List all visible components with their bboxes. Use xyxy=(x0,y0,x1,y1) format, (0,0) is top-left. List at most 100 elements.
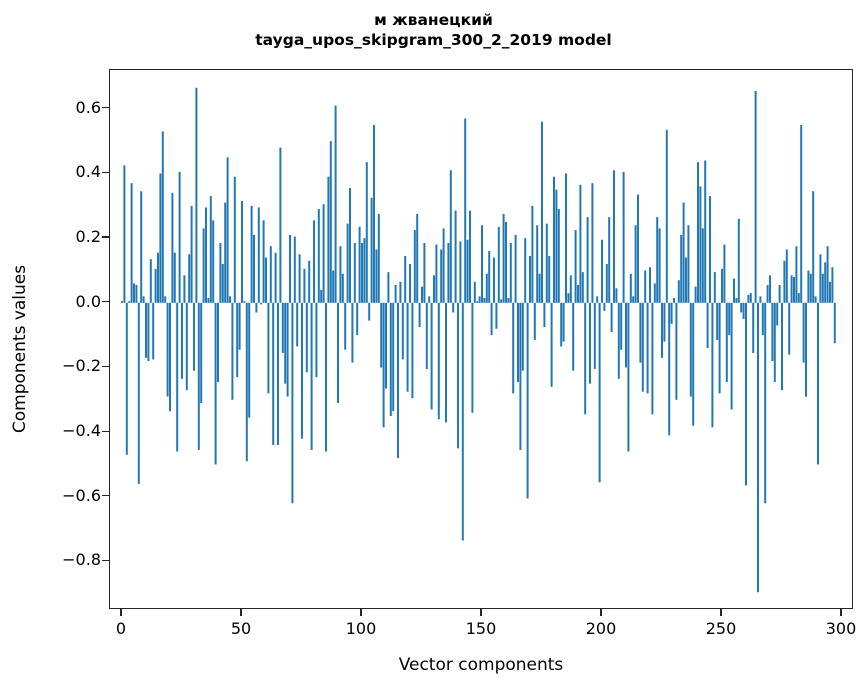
bar xyxy=(181,302,183,379)
bar xyxy=(697,162,699,303)
y-tick-mark xyxy=(102,559,109,562)
y-tick-mark xyxy=(102,495,109,497)
bar xyxy=(658,228,661,303)
x-tick-label: 100 xyxy=(345,619,377,638)
bar xyxy=(824,262,827,303)
bar xyxy=(795,246,798,303)
bar xyxy=(442,228,445,303)
bar xyxy=(452,302,455,313)
bar xyxy=(639,302,642,363)
bar xyxy=(430,302,433,410)
bar xyxy=(416,213,419,303)
bar xyxy=(646,302,649,394)
bar xyxy=(677,280,680,303)
chart-title-line-1: м жванецкий xyxy=(374,11,493,29)
bar xyxy=(473,281,476,303)
bar xyxy=(269,246,272,303)
x-tick-label: 200 xyxy=(585,619,617,638)
bar xyxy=(459,241,462,303)
x-tick-label: 300 xyxy=(825,619,857,638)
bar xyxy=(217,302,219,383)
bar xyxy=(757,302,759,593)
bar xyxy=(418,302,421,328)
y-tick-mark xyxy=(102,301,109,303)
bar xyxy=(555,189,558,303)
bar xyxy=(497,226,500,303)
bar xyxy=(661,302,663,358)
x-tick-mark xyxy=(480,609,482,616)
bar xyxy=(397,302,399,459)
bar xyxy=(248,302,251,418)
bar xyxy=(344,302,347,350)
bar xyxy=(634,225,637,303)
bar xyxy=(773,302,776,383)
bar xyxy=(125,302,128,455)
bar xyxy=(481,225,483,303)
bar xyxy=(809,273,812,303)
bar xyxy=(601,239,603,303)
bar xyxy=(140,191,143,303)
bar xyxy=(255,302,258,313)
bar xyxy=(267,302,270,394)
bar xyxy=(797,293,800,303)
bar xyxy=(435,244,438,303)
y-axis-tick-labels: 0.6 0.4 0.2 0.0 −0.2 −0.4 −0.6 −0.8 xyxy=(25,0,101,696)
bar xyxy=(521,302,524,371)
bar xyxy=(651,302,654,415)
bar xyxy=(557,209,560,303)
x-tick-mark xyxy=(240,609,242,616)
bar xyxy=(176,302,179,452)
x-tick-mark xyxy=(600,609,602,616)
bar xyxy=(370,197,373,303)
bar xyxy=(171,192,174,303)
bar xyxy=(322,204,325,303)
bar xyxy=(329,141,332,303)
bar xyxy=(135,285,138,303)
bar xyxy=(149,259,152,303)
bar xyxy=(819,254,822,303)
bar xyxy=(421,286,423,303)
bar xyxy=(152,302,155,360)
bar xyxy=(190,205,193,303)
bar xyxy=(526,302,529,499)
bar xyxy=(238,302,241,350)
bar xyxy=(166,302,169,397)
bar xyxy=(728,302,731,336)
bar xyxy=(817,302,819,465)
bar xyxy=(296,302,299,347)
bar xyxy=(303,268,306,303)
bar xyxy=(653,283,656,303)
bar xyxy=(351,302,354,363)
bar xyxy=(543,302,546,328)
bar xyxy=(788,302,791,355)
bar xyxy=(538,273,541,303)
bar xyxy=(641,302,644,392)
bar xyxy=(718,302,721,394)
bar xyxy=(656,217,659,303)
bar xyxy=(212,220,215,303)
bar xyxy=(325,302,327,452)
bar xyxy=(701,228,704,303)
bar xyxy=(687,225,690,303)
bar xyxy=(649,267,651,303)
bar xyxy=(337,302,339,404)
y-tick-label: 0.2 xyxy=(75,227,101,247)
bar xyxy=(332,270,335,303)
bar xyxy=(433,275,435,303)
bar xyxy=(505,221,507,303)
bar xyxy=(293,236,296,303)
bar xyxy=(548,255,551,303)
bar xyxy=(380,302,383,368)
bar xyxy=(411,302,414,399)
bar xyxy=(291,302,294,504)
bar xyxy=(610,302,613,332)
x-tick-mark xyxy=(720,609,722,616)
bar xyxy=(637,194,639,303)
bar xyxy=(682,202,685,303)
bar xyxy=(725,302,728,383)
bar xyxy=(665,129,668,303)
bar xyxy=(699,186,702,303)
bar xyxy=(260,302,263,305)
bar xyxy=(245,302,248,462)
bar xyxy=(629,273,632,303)
